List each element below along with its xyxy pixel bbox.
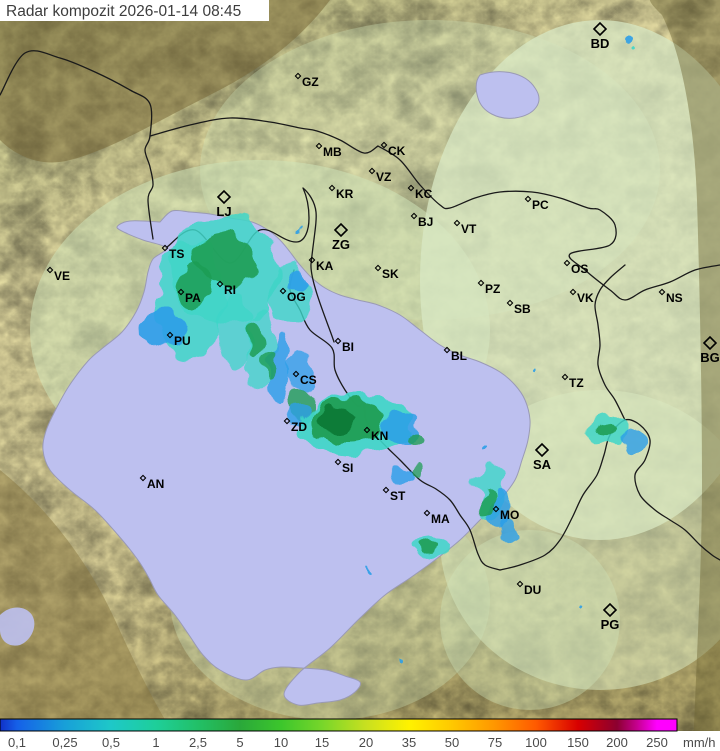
svg-text:BG: BG xyxy=(700,350,720,365)
svg-text:BI: BI xyxy=(342,340,354,354)
svg-text:SA: SA xyxy=(533,457,552,472)
svg-text:150: 150 xyxy=(567,735,589,750)
svg-text:DU: DU xyxy=(524,583,541,597)
svg-text:CK: CK xyxy=(388,144,406,158)
svg-text:BL: BL xyxy=(451,349,467,363)
svg-text:VE: VE xyxy=(54,269,70,283)
svg-text:LJ: LJ xyxy=(216,204,231,219)
svg-text:BD: BD xyxy=(591,36,610,51)
svg-text:35: 35 xyxy=(402,735,416,750)
svg-text:KA: KA xyxy=(316,259,334,273)
svg-text:250: 250 xyxy=(646,735,668,750)
svg-text:PU: PU xyxy=(174,334,191,348)
svg-text:KR: KR xyxy=(336,187,354,201)
svg-text:MB: MB xyxy=(323,145,342,159)
svg-text:75: 75 xyxy=(488,735,502,750)
svg-text:KN: KN xyxy=(371,429,388,443)
svg-text:5: 5 xyxy=(236,735,243,750)
svg-text:2,5: 2,5 xyxy=(189,735,207,750)
svg-text:ZG: ZG xyxy=(332,237,350,252)
svg-text:10: 10 xyxy=(274,735,288,750)
svg-text:GZ: GZ xyxy=(302,75,319,89)
svg-text:Radar kompozit 2026-01-14 08: Radar kompozit 2026-01-14 08:45 xyxy=(6,3,241,20)
svg-text:PA: PA xyxy=(185,291,201,305)
svg-text:RI: RI xyxy=(224,283,236,297)
svg-text:OS: OS xyxy=(571,262,588,276)
svg-text:50: 50 xyxy=(445,735,459,750)
svg-text:1: 1 xyxy=(152,735,159,750)
svg-text:BJ: BJ xyxy=(418,215,433,229)
svg-text:200: 200 xyxy=(606,735,628,750)
svg-text:TS: TS xyxy=(169,247,184,261)
svg-text:PG: PG xyxy=(601,617,620,632)
svg-text:NS: NS xyxy=(666,291,683,305)
svg-text:mm/h: mm/h xyxy=(683,735,716,750)
svg-text:OG: OG xyxy=(287,290,306,304)
svg-text:TZ: TZ xyxy=(569,376,584,390)
svg-text:15: 15 xyxy=(315,735,329,750)
svg-text:100: 100 xyxy=(525,735,547,750)
svg-text:0,5: 0,5 xyxy=(102,735,120,750)
svg-text:SI: SI xyxy=(342,461,353,475)
svg-text:MA: MA xyxy=(431,512,450,526)
svg-text:VZ: VZ xyxy=(376,170,391,184)
svg-text:0,25: 0,25 xyxy=(52,735,77,750)
svg-text:KC: KC xyxy=(415,187,433,201)
svg-text:SK: SK xyxy=(382,267,399,281)
svg-text:CS: CS xyxy=(300,373,317,387)
svg-text:PZ: PZ xyxy=(485,282,500,296)
svg-text:VK: VK xyxy=(577,291,594,305)
svg-text:ZD: ZD xyxy=(291,420,307,434)
svg-text:MO: MO xyxy=(500,508,519,522)
svg-text:SB: SB xyxy=(514,302,531,316)
svg-text:PC: PC xyxy=(532,198,549,212)
svg-text:AN: AN xyxy=(147,477,164,491)
svg-text:20: 20 xyxy=(359,735,373,750)
svg-text:VT: VT xyxy=(461,222,477,236)
svg-text:0,1: 0,1 xyxy=(8,735,26,750)
svg-text:ST: ST xyxy=(390,489,406,503)
